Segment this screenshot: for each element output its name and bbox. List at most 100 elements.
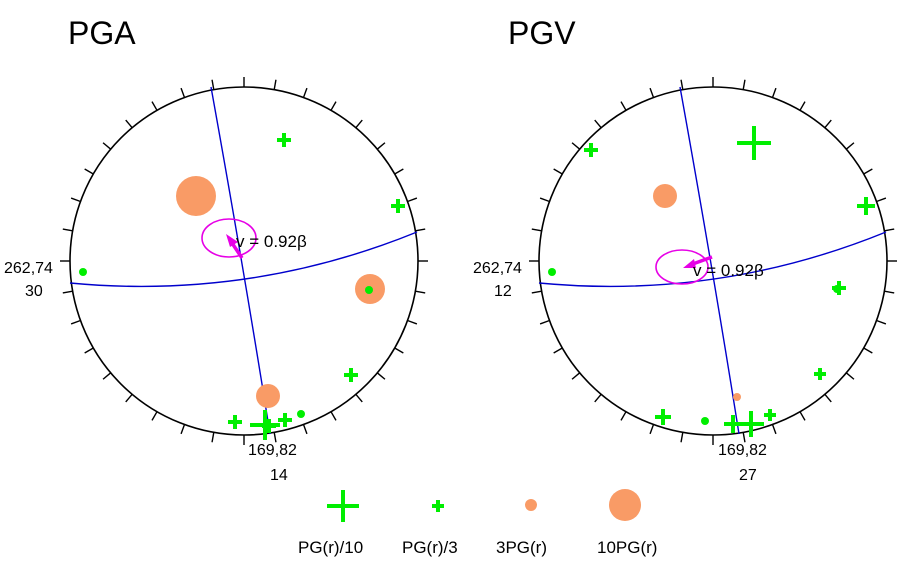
pga-green-dot [79,268,87,276]
pga-second-plane-label: 169,82 [248,442,297,459]
tick-mark [211,79,215,90]
pgv-velocity-ellipse [655,249,709,285]
legend-label: 10PG(r) [597,538,657,557]
pga-pgr3-cross [278,413,292,427]
tick-mark [649,87,655,98]
tick-mark [771,87,777,98]
tick-mark [571,372,581,380]
pga-panel: PGA v = 0.92β 262,74 30 169,82 [4,15,428,484]
legend-large-circle-symbol [609,489,641,521]
tick-mark [415,290,426,294]
tick-mark [180,424,186,435]
tick-mark [742,432,746,443]
pgv-strike-dip-value: 12 [494,283,512,300]
tick-mark [302,87,308,98]
pgv-title: PGV [508,15,576,51]
pgv-green-dot [833,285,841,293]
pga-pgr3-cross [262,419,276,433]
pgv-second-plane-value: 27 [739,467,757,484]
pgv-pgr3-cross [584,143,598,157]
tick-mark [84,168,94,175]
tick-mark [620,101,627,111]
tick-mark [415,228,426,232]
tick-mark [680,79,684,90]
tick-mark [330,101,337,111]
pgv-small-circle [733,393,741,401]
tick-mark [771,424,777,435]
tick-mark [355,393,363,403]
tick-mark [102,142,112,150]
pgv-pgr10-cross [738,411,764,437]
pga-velocity-label: v = 0.92β [236,232,307,251]
tick-mark [394,168,404,175]
legend-label: PG(r)/10 [298,538,363,557]
pga-title: PGA [68,15,136,51]
tick-mark [211,432,215,443]
tick-mark [151,101,158,111]
tick-mark [553,347,563,354]
tick-mark [594,393,602,403]
pgv-green-dot [548,268,556,276]
pga-3pg-circle [256,384,280,408]
tick-mark [302,424,308,435]
tick-mark [863,347,873,354]
tick-mark [799,101,806,111]
tick-mark [62,228,73,232]
pgv-pgr3-cross [764,409,776,421]
tick-mark [876,197,887,203]
pga-pgr3-cross [391,199,405,213]
pgv-pgr3-cross [655,409,671,425]
tick-mark [531,290,542,294]
tick-mark [273,432,277,443]
pgv-velocity-arrowhead [683,259,696,268]
tick-mark [84,347,94,354]
legend-large-cross-symbol [327,490,359,522]
tick-mark [539,197,550,203]
tick-mark [330,411,337,421]
tick-mark [876,319,887,325]
pgv-tick-marks [529,77,897,445]
tick-mark [151,411,158,421]
pga-velocity-ellipse [201,218,257,258]
tick-mark [553,168,563,175]
pga-tick-marks [60,77,428,445]
tick-mark [649,424,655,435]
legend-small-circle-symbol [525,499,537,511]
legend-small-cross-symbol [432,500,444,512]
pga-second-plane-value: 14 [270,467,288,484]
legend-label: PG(r)/3 [402,538,458,557]
tick-mark [824,393,832,403]
tick-mark [355,119,363,129]
tick-mark [125,393,133,403]
tick-mark [620,411,627,421]
pga-pgr3-cross [228,415,242,429]
pga-strike-dip-label: 262,74 [4,260,53,277]
tick-mark [824,119,832,129]
pga-green-dot [365,286,373,294]
tick-mark [273,79,277,90]
tick-mark [884,290,895,294]
tick-mark [531,228,542,232]
pgv-pgr3-cross [857,197,875,215]
tick-mark [845,142,855,150]
tick-mark [845,372,855,380]
pgv-pgr10-cross [737,126,771,160]
pgv-strike-dip-label: 262,74 [473,260,522,277]
pgv-velocity-label: v = 0.92β [693,261,764,280]
pgv-pgr3-cross [814,368,826,380]
tick-mark [180,87,186,98]
tick-mark [742,79,746,90]
tick-mark [594,119,602,129]
tick-mark [125,119,133,129]
pga-green-dot [297,410,305,418]
legend: PG(r)/10 PG(r)/3 3PG(r) 10PG(r) [298,489,657,557]
pga-pgr3-cross [344,368,358,382]
tick-mark [62,290,73,294]
tick-mark [407,319,418,325]
pga-velocity-arrowhead [226,234,238,247]
tick-mark [884,228,895,232]
pga-stereonet-circle [69,86,419,436]
tick-mark [539,319,550,325]
pga-nodal-plane-1 [210,86,271,435]
